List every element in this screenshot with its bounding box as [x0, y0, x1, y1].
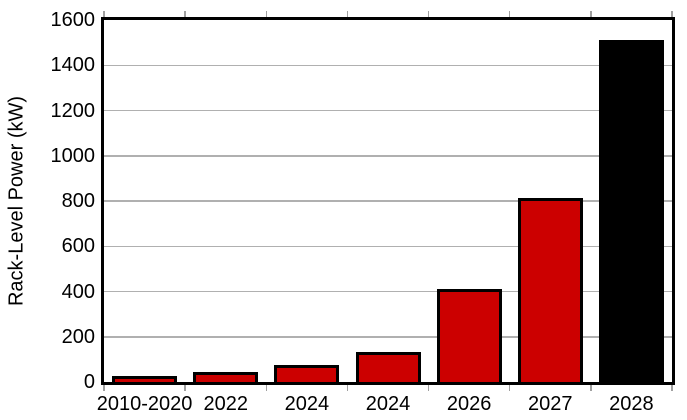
- tick-bottom-1: [184, 385, 186, 391]
- bar-2024-2: [274, 365, 340, 382]
- plot-area: [101, 17, 675, 385]
- x-tick-label-2010-2020-0: 2010-2020: [96, 393, 193, 415]
- gridline-y-1200: [104, 109, 672, 112]
- y-tick-label-1600: 1600: [50, 9, 96, 31]
- y-tick-label-1200: 1200: [50, 99, 96, 122]
- x-tick-label-2024-3: 2024: [365, 393, 411, 415]
- tick-top-0: [103, 11, 105, 17]
- tick-top-6: [590, 11, 592, 17]
- y-tick-label-1400: 1400: [50, 54, 96, 77]
- tick-top-3: [346, 11, 349, 17]
- y-tick-label-800: 800: [61, 190, 95, 212]
- tick-bottom-7: [671, 385, 673, 391]
- bar-2024-3: [355, 351, 421, 382]
- tick-bottom-3: [346, 385, 349, 391]
- y-tick-label-400: 400: [61, 280, 95, 303]
- y-tick-label-0: 0: [83, 371, 95, 393]
- tick-bottom-6: [590, 385, 592, 391]
- tick-bottom-2: [265, 385, 268, 391]
- x-tick-label-2027-5: 2027: [528, 393, 573, 415]
- x-tick-label-2028-6: 2028: [609, 393, 654, 415]
- tick-top-4: [427, 11, 430, 17]
- x-tick-label-2022-1: 2022: [203, 393, 248, 415]
- y-tick-label-1000: 1000: [50, 144, 96, 167]
- tick-top-2: [265, 11, 268, 17]
- tick-top-1: [184, 11, 186, 17]
- bar-2026-4: [436, 288, 502, 382]
- gridline-y-1000: [104, 155, 672, 157]
- tick-top-7: [671, 11, 673, 17]
- tick-top-5: [508, 11, 511, 17]
- bar-2010-2020-0: [112, 375, 178, 382]
- tick-bottom-5: [508, 385, 511, 391]
- x-tick-label-2024-2: 2024: [284, 393, 330, 415]
- tick-bottom-0: [103, 385, 105, 391]
- gridline-y-200: [104, 336, 672, 338]
- y-tick-label-600: 600: [61, 235, 95, 258]
- tick-bottom-4: [427, 385, 430, 391]
- gridline-y-400: [104, 290, 672, 293]
- gridline-y-1400: [104, 64, 672, 66]
- bar-2028-6: [598, 39, 664, 382]
- x-tick-label-2026-4: 2026: [446, 393, 492, 415]
- bar-2022-1: [193, 372, 259, 382]
- gridline-y-600: [104, 245, 672, 247]
- y-tick-label-200: 200: [61, 325, 95, 348]
- bar-2027-5: [517, 198, 583, 382]
- gridline-y-800: [104, 200, 672, 202]
